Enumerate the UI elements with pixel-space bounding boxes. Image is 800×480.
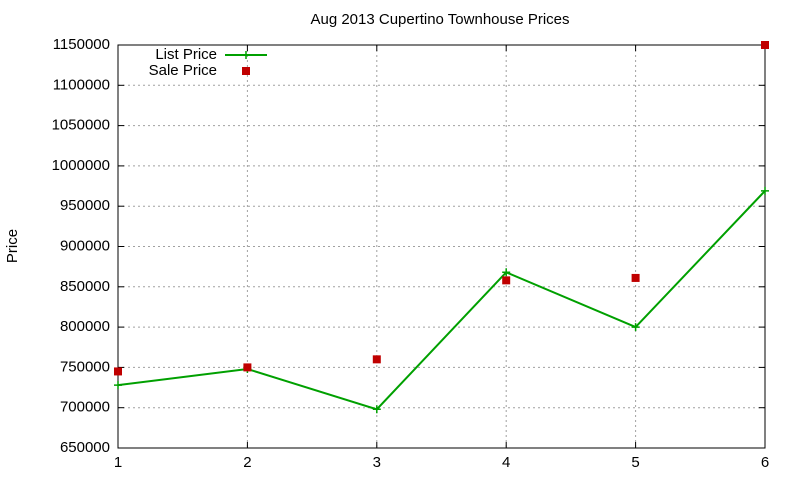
y-tick-label: 900000 — [60, 237, 110, 254]
y-tick-label: 750000 — [60, 358, 110, 375]
point — [631, 323, 640, 332]
point — [243, 363, 252, 372]
legend-label: Sale Price — [149, 62, 217, 79]
point — [114, 381, 122, 390]
y-tick-label: 800000 — [60, 318, 110, 335]
y-tick-label: 650000 — [60, 439, 110, 456]
point — [372, 405, 381, 414]
x-tick-label: 1 — [114, 454, 122, 471]
legend-marker — [242, 67, 250, 75]
y-tick-label: 1050000 — [52, 117, 110, 134]
x-tick-label: 4 — [502, 454, 510, 471]
point — [761, 186, 769, 195]
series-line — [117, 190, 766, 411]
point — [631, 273, 640, 282]
point — [502, 276, 511, 285]
y-tick-label: 1100000 — [53, 76, 110, 93]
y-tick-label: 1150000 — [53, 36, 110, 53]
y-tick-label: 700000 — [60, 399, 110, 416]
point — [114, 367, 122, 376]
legend-label: List Price — [155, 46, 217, 63]
y-axis-label: Price — [4, 229, 21, 263]
chart-title: Aug 2013 Cupertino Townhouse Prices — [310, 11, 569, 28]
x-tick-label: 5 — [631, 454, 639, 471]
x-tick-label: 3 — [373, 454, 381, 471]
point — [761, 41, 769, 49]
plot-frame — [117, 44, 766, 449]
y-tick-label: 850000 — [60, 278, 110, 295]
legend-marker — [242, 51, 250, 59]
y-tick-label: 1000000 — [52, 157, 110, 174]
x-tick-label: 6 — [761, 454, 769, 471]
point — [372, 355, 381, 364]
x-tick-label: 2 — [243, 454, 251, 471]
point — [502, 268, 511, 277]
y-tick-label: 950000 — [60, 197, 110, 214]
